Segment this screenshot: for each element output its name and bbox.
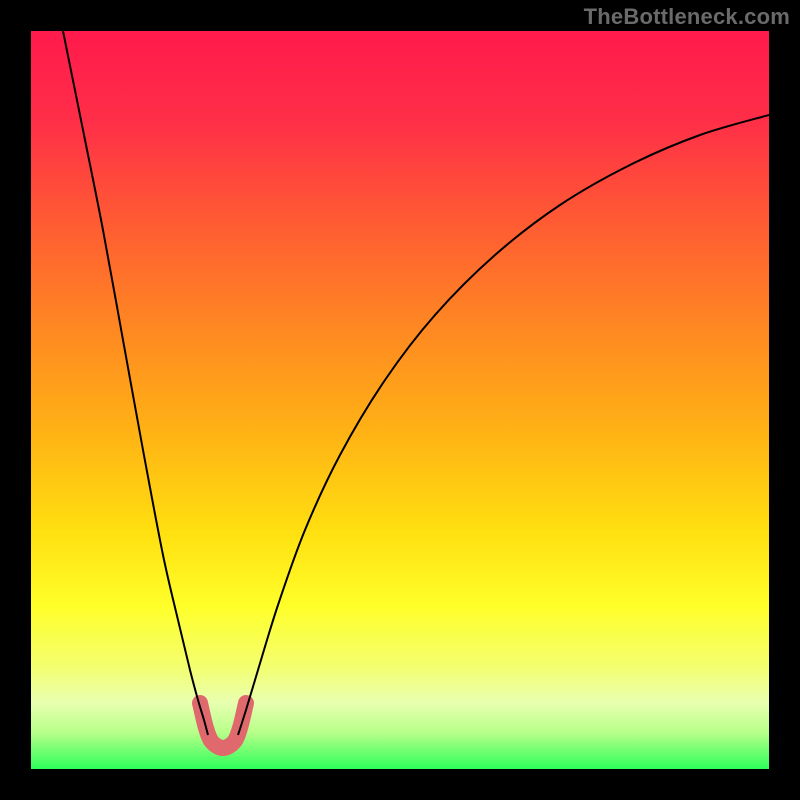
bottleneck-chart (0, 0, 800, 800)
chart-canvas: TheBottleneck.com (0, 0, 800, 800)
plot-gradient-background (31, 31, 769, 769)
